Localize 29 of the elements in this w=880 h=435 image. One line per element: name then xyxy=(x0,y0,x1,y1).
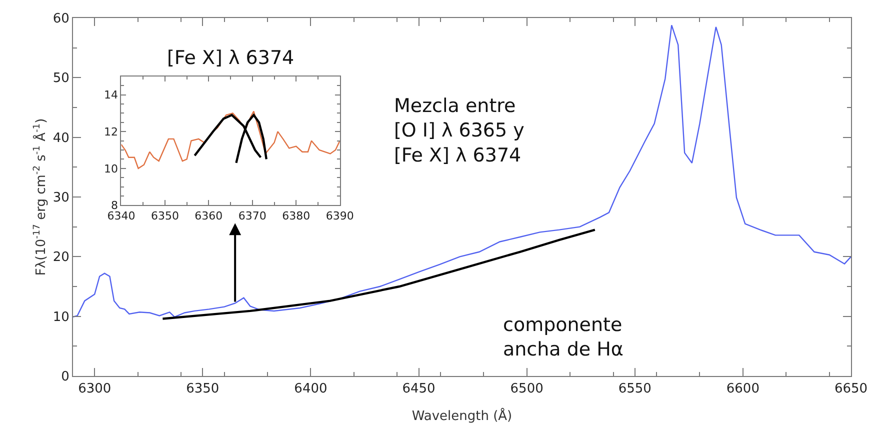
y-tick-label: 10 xyxy=(104,162,118,176)
x-tick-label: 6550 xyxy=(618,382,652,397)
x-tick-label: 6500 xyxy=(510,382,544,397)
y-tick-label: 40 xyxy=(52,130,70,146)
x-tick-label: 6350 xyxy=(150,209,179,222)
annotation: Mezcla entre [O I] λ 6365 y [Fe X] λ 6374 xyxy=(394,95,524,166)
y-tick-label: 20 xyxy=(52,250,70,266)
y-tick-label: 60 xyxy=(52,12,70,27)
line-series xyxy=(121,110,340,170)
x-tick-label: 6400 xyxy=(294,382,328,397)
x-tick-label: 6370 xyxy=(238,209,266,222)
annotation: componente ancha de Hα xyxy=(503,314,624,361)
y-tick-label: 12 xyxy=(104,125,118,138)
y-tick-label: 0 xyxy=(61,370,70,385)
y-tick-label: 10 xyxy=(52,310,70,325)
x-tick-label: 6450 xyxy=(402,382,436,397)
x-tick-label: 6360 xyxy=(194,209,223,222)
x-axis-title: Wavelength (Å) xyxy=(412,407,512,424)
y-tick-label: 50 xyxy=(52,71,70,86)
x-tick-label: 6600 xyxy=(726,382,760,397)
y-tick-label: 30 xyxy=(52,190,70,206)
x-tick-label: 6390 xyxy=(326,209,354,222)
y-tick-label: 14 xyxy=(104,88,118,102)
line-series xyxy=(73,24,851,318)
x-tick-label: 6650 xyxy=(834,382,868,397)
chart-title: [Fe X] λ 6374 xyxy=(167,47,294,69)
x-tick-label: 6380 xyxy=(282,209,310,222)
x-tick-label: 6350 xyxy=(186,382,220,397)
x-tick-label: 6300 xyxy=(78,382,112,397)
